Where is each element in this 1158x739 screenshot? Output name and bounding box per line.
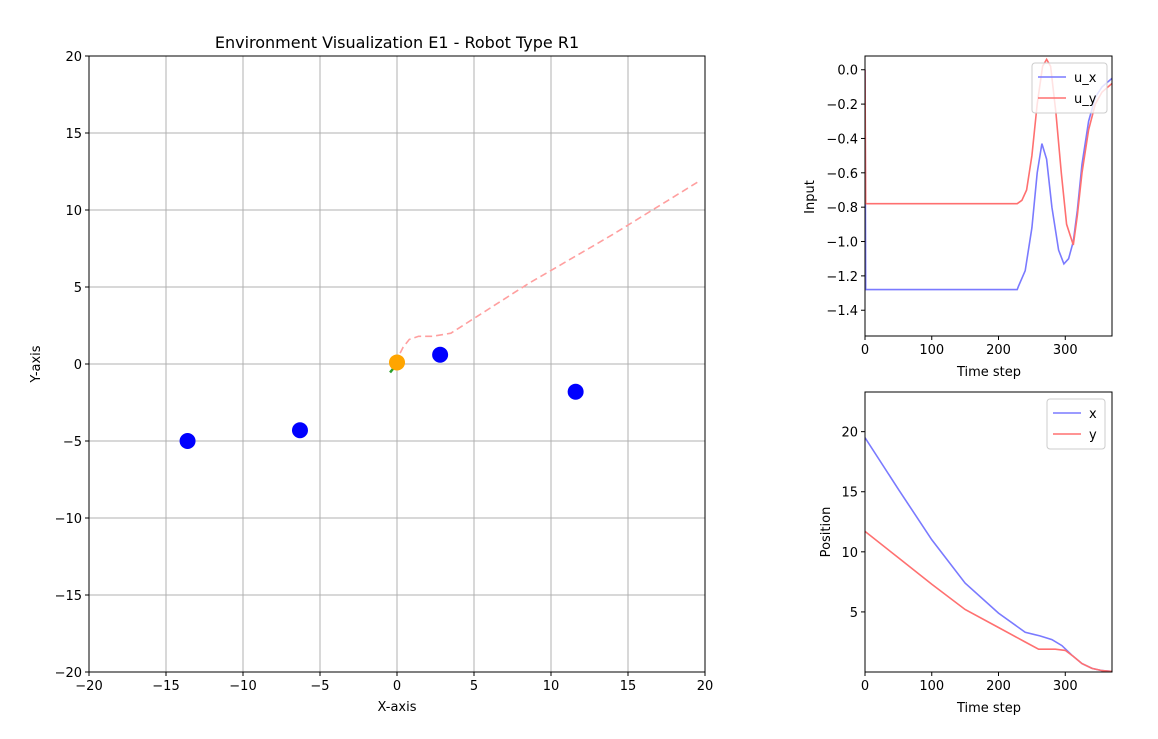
y-tick-label: −0.6 bbox=[826, 167, 858, 182]
obstacle-point bbox=[432, 346, 449, 363]
legend: xy bbox=[1046, 398, 1106, 450]
y-tick-label: 0 bbox=[74, 358, 82, 373]
series-line-x bbox=[865, 437, 1112, 672]
y-tick-label: −15 bbox=[55, 589, 82, 604]
x-axis-label: Time step bbox=[956, 701, 1021, 716]
x-tick-label: −15 bbox=[152, 679, 179, 694]
y-tick-label: 5 bbox=[850, 606, 858, 621]
series-line-y bbox=[865, 530, 1112, 672]
y-axis-label: Input bbox=[803, 180, 818, 214]
robot-marker bbox=[389, 354, 405, 371]
x-tick-label: 10 bbox=[543, 679, 560, 694]
legend: u_x u_y bbox=[1031, 62, 1108, 114]
y-tick-label: 15 bbox=[65, 127, 82, 142]
x-tick-label: 300 bbox=[1053, 679, 1078, 694]
plot-frame bbox=[864, 391, 1113, 673]
obstacle-point bbox=[567, 383, 584, 400]
legend-label: y bbox=[1089, 428, 1097, 443]
legend-box bbox=[1031, 62, 1108, 114]
y-tick-label: 10 bbox=[841, 546, 858, 561]
y-tick-label: 10 bbox=[65, 204, 82, 219]
x-tick-label: 200 bbox=[986, 679, 1011, 694]
position-plot: 0 100 200 300 5 10 15 20 xy Time step Position bbox=[819, 391, 1113, 716]
obstacles bbox=[179, 346, 584, 449]
legend-box bbox=[1046, 398, 1106, 450]
y-tick-label: −0.8 bbox=[826, 201, 858, 216]
y-tick-label: −20 bbox=[55, 666, 82, 681]
axis-ticks: −20 −15 −10 −5 0 5 10 15 20 −20 −15 −10 −5 0 5 10 15 20 bbox=[55, 50, 714, 694]
y-tick-label: −1.4 bbox=[826, 304, 858, 319]
position-series bbox=[865, 437, 1112, 672]
legend-label: x bbox=[1089, 407, 1097, 422]
x-tick-label: 100 bbox=[919, 679, 944, 694]
x-tick-label: 20 bbox=[697, 679, 714, 694]
plot-frame bbox=[864, 55, 1113, 337]
axis-ticks: 0 100 200 300 5 10 15 20 bbox=[841, 426, 1077, 694]
x-tick-label: 0 bbox=[861, 679, 869, 694]
x-tick-label: 15 bbox=[620, 679, 637, 694]
y-tick-label: 20 bbox=[65, 50, 82, 65]
y-tick-label: 0.0 bbox=[837, 64, 858, 79]
obstacle-point bbox=[291, 422, 308, 439]
x-tick-label: −5 bbox=[310, 679, 329, 694]
y-tick-label: −0.4 bbox=[826, 132, 858, 147]
chart-title: Environment Visualization E1 - Robot Typ… bbox=[215, 33, 579, 52]
series-line-u-x bbox=[865, 69, 1112, 291]
y-tick-label: −1.0 bbox=[826, 236, 858, 251]
x-axis-label: Time step bbox=[956, 365, 1021, 380]
x-tick-label: −20 bbox=[75, 679, 102, 694]
legend-label: u_x bbox=[1074, 71, 1097, 86]
input-plot: 0 100 200 300 0.0 −0.2 −0.4 −0.6 −0.8 −1.0 −1.2 −1.… bbox=[803, 55, 1113, 380]
x-axis-label: X-axis bbox=[378, 700, 417, 715]
x-tick-label: 100 bbox=[919, 343, 944, 358]
axis-ticks: 0 100 200 300 0.0 −0.2 −0.4 −0.6 −0.8 −1.0 −1.2 −1.… bbox=[826, 64, 1077, 358]
x-tick-label: −10 bbox=[229, 679, 256, 694]
x-tick-label: 200 bbox=[986, 343, 1011, 358]
obstacle-point bbox=[179, 433, 196, 449]
environment-plot: −20 −15 −10 −5 0 5 10 15 20 −20 −15 −10 −5 0 5 10 15 20 E… bbox=[29, 33, 713, 715]
y-tick-label: 5 bbox=[74, 281, 82, 296]
y-tick-label: −5 bbox=[63, 435, 82, 450]
x-tick-label: 0 bbox=[861, 343, 869, 358]
y-tick-label: 20 bbox=[841, 426, 858, 441]
x-tick-label: 5 bbox=[470, 679, 478, 694]
y-axis-label: Position bbox=[819, 507, 834, 558]
trajectory-line bbox=[394, 181, 698, 363]
y-axis-label: Y-axis bbox=[29, 345, 44, 383]
y-tick-label: −10 bbox=[55, 512, 82, 527]
x-tick-label: 0 bbox=[393, 679, 401, 694]
y-tick-label: 15 bbox=[841, 486, 858, 501]
legend-label: u_y bbox=[1074, 92, 1097, 107]
y-tick-label: −1.2 bbox=[826, 270, 858, 285]
x-tick-label: 300 bbox=[1053, 343, 1078, 358]
y-tick-label: −0.2 bbox=[826, 98, 858, 113]
